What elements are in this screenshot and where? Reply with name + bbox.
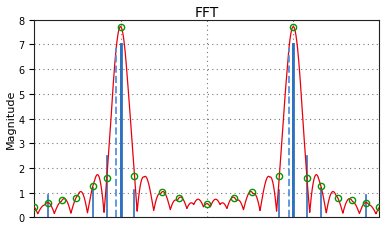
- Y-axis label: Magnitude: Magnitude: [5, 90, 15, 149]
- Title: FFT: FFT: [195, 5, 219, 19]
